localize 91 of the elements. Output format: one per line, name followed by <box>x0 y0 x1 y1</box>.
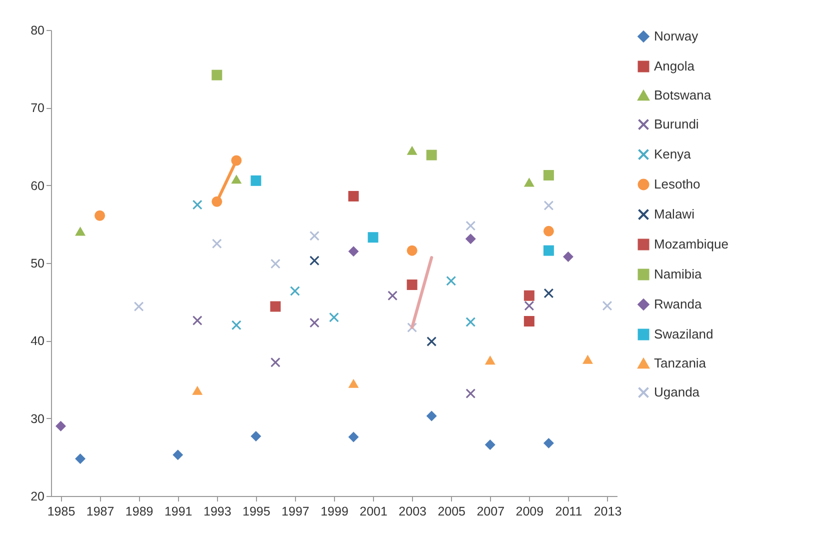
legend-label: Uganda <box>654 384 700 400</box>
legend-label: Tanzania <box>654 356 707 370</box>
point <box>602 300 612 311</box>
x-tick-label: 1993 <box>203 504 232 518</box>
y-tick-label: 20 <box>30 490 45 504</box>
x-tick-label: 2001 <box>360 504 388 518</box>
legend-label: Rwanda <box>654 296 702 312</box>
legend-label: Botswana <box>654 88 712 102</box>
x-tick-label: 1989 <box>125 504 154 518</box>
x-tick-label: 2003 <box>398 504 427 518</box>
point <box>465 234 476 244</box>
point <box>543 438 554 448</box>
point <box>466 317 476 328</box>
legend-label: Namibia <box>654 266 702 282</box>
x-tick-label: 2011 <box>555 504 582 518</box>
point <box>388 290 398 301</box>
point <box>407 322 418 332</box>
point <box>75 453 86 464</box>
point <box>466 220 476 231</box>
legend-label: Angola <box>654 58 696 74</box>
point <box>524 290 534 301</box>
x-tick-label: 2009 <box>516 504 544 518</box>
point <box>94 210 106 221</box>
point <box>270 357 280 368</box>
point <box>192 386 203 395</box>
x-tick-label: 1991 <box>164 504 192 518</box>
point <box>543 170 554 180</box>
x-tick-label: 1999 <box>320 504 348 518</box>
point <box>310 230 320 241</box>
point <box>524 300 534 311</box>
point <box>543 245 554 256</box>
point <box>484 439 496 450</box>
point <box>446 276 456 286</box>
point <box>406 245 418 256</box>
point <box>134 302 144 312</box>
x-tick-label: 1985 <box>47 504 76 518</box>
point <box>348 190 359 202</box>
legend-label: Malawi <box>654 206 695 222</box>
point <box>212 70 222 80</box>
point <box>172 450 184 460</box>
point <box>484 356 496 365</box>
legend-label: Mozambique <box>654 236 728 252</box>
point <box>290 286 300 296</box>
point <box>231 320 242 330</box>
y-tick-label: 80 <box>30 24 45 38</box>
point <box>524 316 534 326</box>
point <box>426 410 437 422</box>
x-tick-label: 1995 <box>242 504 270 518</box>
point <box>270 301 281 312</box>
point <box>56 420 66 432</box>
legend-label: Norway <box>654 28 699 44</box>
y-tick-label: 70 <box>30 101 45 116</box>
point <box>329 312 339 322</box>
point <box>310 256 320 266</box>
point <box>348 246 359 257</box>
point <box>426 336 437 346</box>
point <box>466 388 476 398</box>
x-tick-label: 1987 <box>86 504 114 518</box>
y-tick-label: 30 <box>30 412 45 426</box>
point <box>270 258 280 269</box>
point <box>310 318 320 328</box>
point <box>250 175 262 186</box>
legend-label: Lesotho <box>654 176 700 192</box>
point <box>231 174 242 184</box>
point <box>368 232 378 243</box>
legend-label: Swaziland <box>654 326 714 342</box>
point <box>562 252 574 262</box>
point <box>192 315 202 326</box>
point <box>543 226 554 236</box>
x-tick-label: 2007 <box>476 504 505 518</box>
point <box>544 200 554 211</box>
point <box>544 288 554 298</box>
point <box>426 150 437 160</box>
legend-label: Burundi <box>654 116 699 132</box>
y-tick-label: 40 <box>30 334 45 348</box>
point <box>524 178 534 187</box>
point <box>75 226 86 236</box>
point <box>406 280 418 290</box>
y-tick-label: 50 <box>30 256 45 270</box>
y-tick-label: 60 <box>30 178 45 193</box>
x-tick-label: 1997 <box>282 504 310 518</box>
point <box>250 430 262 442</box>
point <box>406 146 418 155</box>
point <box>582 354 593 364</box>
x-tick-label: 2013 <box>594 504 622 518</box>
point <box>348 378 359 388</box>
point <box>348 432 359 442</box>
legend-label: Kenya <box>654 146 692 162</box>
x-tick-label: 2005 <box>438 504 466 518</box>
point <box>192 200 202 210</box>
point <box>212 238 222 249</box>
